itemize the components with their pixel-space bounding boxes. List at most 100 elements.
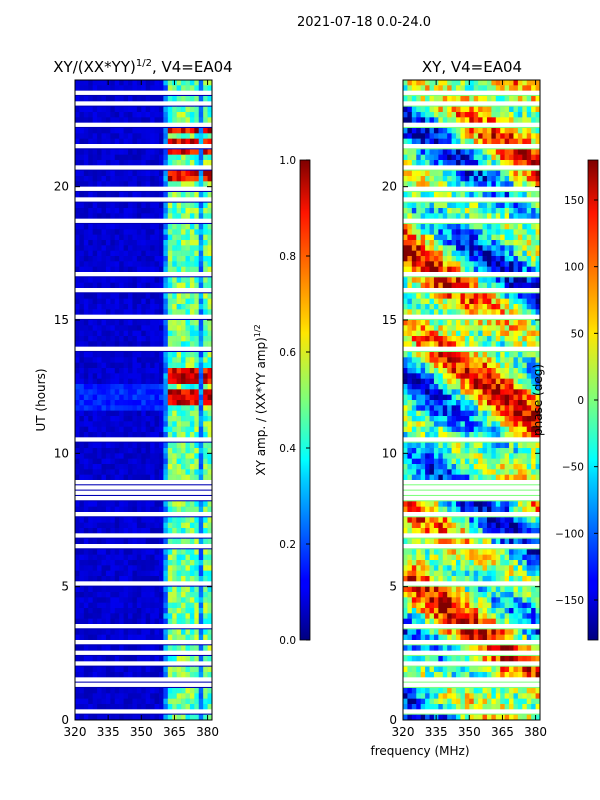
amp-cell: [136, 320, 142, 326]
amp-cell: [92, 176, 98, 182]
amp-cell: [92, 293, 98, 299]
amp-cell: [83, 666, 89, 673]
phase-cell: [509, 330, 514, 337]
phase-cell: [495, 325, 501, 331]
amp-cell: [189, 330, 195, 337]
phase-cell: [478, 405, 483, 411]
amp-cell: [88, 714, 93, 721]
amp-cell: [150, 293, 155, 299]
amp-cell: [141, 133, 147, 139]
amp-cell: [185, 170, 191, 177]
amp-cell: [110, 373, 116, 379]
amp-cell: [158, 250, 164, 257]
phase-cell: [531, 245, 536, 251]
amp-cell: [198, 554, 204, 561]
phase-cell: [500, 304, 505, 310]
phase-cell: [469, 458, 475, 465]
amp-cell: [136, 133, 142, 139]
phase-cell: [469, 277, 475, 283]
amp-cell: [194, 416, 200, 422]
amp-cell: [189, 698, 195, 705]
phase-cell: [531, 256, 536, 262]
amp-cell: [167, 229, 173, 235]
phase-cell: [403, 266, 408, 273]
amp-cell: [114, 112, 120, 118]
amp-cell: [75, 554, 80, 561]
phase-cell: [478, 138, 483, 145]
phase-cell: [438, 112, 444, 118]
amp-cell: [176, 362, 182, 369]
amp-cell: [163, 378, 169, 385]
amp-cell: [163, 336, 169, 342]
phase-cell: [451, 474, 457, 481]
phase-cell: [495, 320, 501, 326]
phase-cell: [513, 176, 519, 182]
phase-cell: [447, 464, 452, 470]
phase-cell: [416, 378, 421, 385]
amp-cell: [154, 618, 160, 625]
amp-cell: [110, 448, 116, 454]
amp-cell: [207, 586, 213, 593]
amp-cell: [136, 325, 142, 331]
phase-cell: [531, 528, 536, 534]
amp-cell: [181, 304, 186, 310]
amp-cell: [105, 634, 111, 641]
phase-cell: [447, 149, 452, 155]
phase-cell: [469, 176, 475, 182]
phase-cell: [495, 234, 501, 241]
phase-cell: [491, 405, 497, 411]
phase-cell: [407, 282, 413, 289]
amp-cell: [163, 224, 169, 230]
phase-cell: [535, 202, 541, 209]
amp-cell: [163, 394, 169, 401]
phase-cell: [535, 256, 541, 262]
amp-cell: [172, 293, 177, 299]
amp-cell: [167, 538, 173, 545]
amp-cell: [136, 208, 142, 214]
amp-cell: [198, 576, 204, 582]
phase-cell: [411, 208, 417, 214]
phase-cell: [442, 464, 448, 470]
amp-cell: [110, 106, 116, 113]
amp-cell: [128, 501, 133, 507]
amp-cell: [83, 416, 89, 422]
amp-cell: [176, 522, 182, 529]
phase-cell: [535, 154, 541, 161]
phase-cell: [495, 128, 501, 134]
phase-cell: [469, 112, 475, 118]
phase-cell: [442, 389, 448, 395]
phase-cell: [478, 458, 483, 465]
amp-cell: [189, 138, 195, 145]
amp-cell: [154, 592, 160, 598]
amp-cell: [194, 602, 200, 609]
phase-cell: [517, 154, 523, 161]
phase-cell: [403, 208, 408, 214]
amp-cell: [176, 192, 182, 198]
amp-cell: [79, 202, 85, 209]
flagged-row: [75, 288, 212, 293]
amp-cell: [203, 352, 208, 358]
amp-cell: [158, 277, 164, 283]
phase-cell: [429, 138, 435, 145]
phase-cell: [416, 517, 421, 523]
amp-cell: [136, 474, 142, 481]
phase-cell: [513, 112, 519, 118]
phase-cell: [442, 293, 448, 299]
amp-cell: [158, 506, 164, 513]
phase-cell: [464, 133, 470, 139]
amp-cell: [163, 405, 169, 411]
amp-cell: [136, 458, 142, 465]
phase-cell: [464, 138, 470, 145]
phase-cell: [451, 176, 457, 182]
phase-cell: [509, 229, 514, 235]
amp-cell: [172, 133, 177, 139]
amp-cell: [172, 656, 177, 662]
phase-cell: [473, 373, 479, 379]
amp-cell: [132, 245, 138, 251]
phase-cell: [509, 112, 514, 118]
amp-cell: [132, 133, 138, 139]
phase-cell: [464, 357, 470, 363]
phase-cell: [451, 538, 457, 545]
phase-cell: [456, 256, 461, 262]
amp-cell: [101, 357, 107, 363]
